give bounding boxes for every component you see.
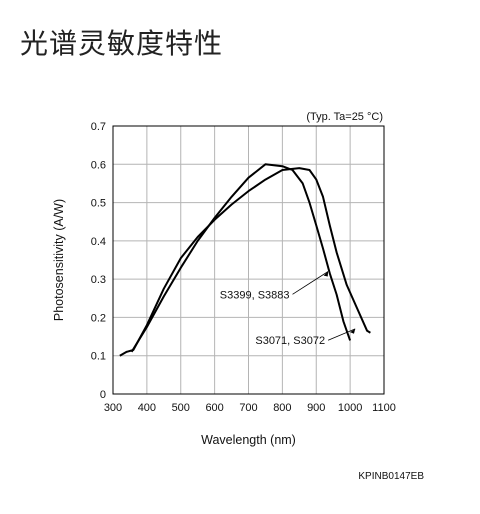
- y-axis-label: Photosensitivity (A/W): [52, 199, 66, 321]
- x-tick-label: 700: [239, 402, 257, 414]
- grid: [112, 125, 385, 395]
- x-tick-label: 900: [307, 402, 325, 414]
- x-axis-label: Wavelength (nm): [201, 433, 296, 447]
- y-tick-label: 0.5: [91, 198, 106, 210]
- y-tick-label: 0.3: [91, 274, 106, 286]
- series-line-2: [119, 167, 371, 357]
- condition-note: (Typ. Ta=25 °C): [306, 111, 383, 123]
- x-tick-label: 500: [172, 402, 190, 414]
- x-tick-label: 600: [205, 402, 223, 414]
- series-label-arrowhead: [350, 328, 356, 334]
- tick-labels: 300 400 500 600 700 800 900 1000 1100 0 0.1 0.2 0.3 0…: [91, 121, 396, 414]
- x-tick-label: 1000: [338, 402, 362, 414]
- figure-code: KPINB0147EB: [358, 471, 424, 482]
- series-label-arrowhead: [323, 271, 329, 277]
- x-tick-label: 300: [104, 402, 122, 414]
- x-tick-label: 800: [273, 402, 291, 414]
- series-labels: S3399, S3883 S3071, S3072: [220, 271, 356, 347]
- x-tick-label: 1100: [372, 402, 396, 414]
- page-title: 光谱灵敏度特性: [20, 27, 224, 60]
- series-line-1: [130, 163, 352, 353]
- y-tick-label: 0.6: [91, 159, 106, 171]
- y-tick-label: 0.2: [91, 312, 106, 324]
- series-label: S3399, S3883: [220, 289, 290, 301]
- x-tick-label: 400: [138, 402, 156, 414]
- series-lines: [119, 163, 371, 357]
- y-tick-label: 0.7: [91, 121, 106, 133]
- y-tick-label: 0: [100, 389, 106, 401]
- series-label-leader: [292, 271, 329, 295]
- y-tick-label: 0.1: [91, 351, 106, 363]
- y-tick-label: 0.4: [91, 236, 106, 248]
- plot-frame: [112, 125, 385, 395]
- series-label: S3071, S3072: [255, 335, 325, 347]
- series-label-leader: [327, 328, 356, 341]
